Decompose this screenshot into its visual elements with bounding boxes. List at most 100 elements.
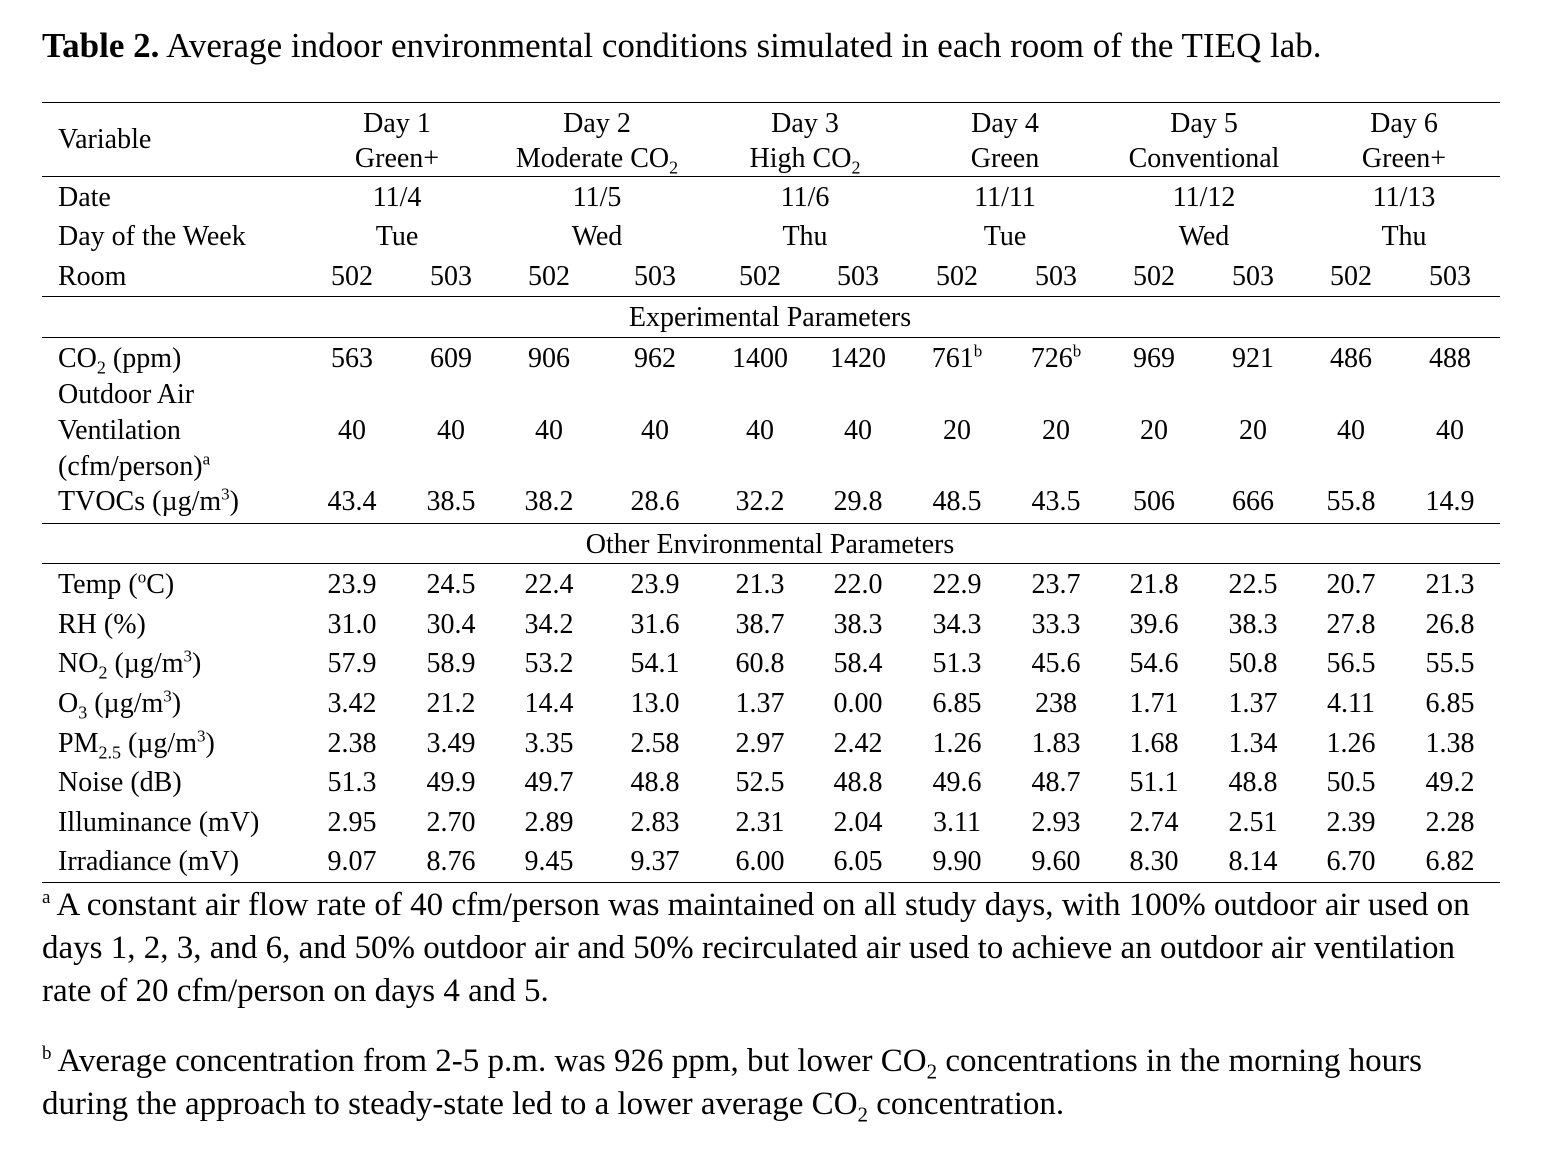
- table-cell: 20: [1239, 415, 1267, 446]
- section-other: Other Environmental Parameters: [585, 529, 955, 560]
- table-cell: 14.9: [1425, 486, 1475, 517]
- header-day3: Day 3: [771, 108, 839, 139]
- rule-tvoc: [42, 523, 1500, 524]
- footnote-b: b Average concentration from 2-5 p.m. was…: [42, 1043, 1422, 1127]
- room-cell: 502: [739, 261, 781, 292]
- table-cell: 8.14: [1228, 846, 1278, 877]
- table-cell: 9.45: [524, 846, 574, 877]
- table-cell: 2.31: [735, 807, 785, 838]
- table-cell: 2.28: [1425, 807, 1475, 838]
- table-cell: 55.5: [1425, 648, 1475, 679]
- section-experimental: Experimental Parameters: [628, 302, 912, 333]
- table-cell: 40: [338, 415, 366, 446]
- table-cell: 38.3: [833, 609, 883, 640]
- table-cell: 27.8: [1326, 609, 1376, 640]
- table-cell: 40: [641, 415, 669, 446]
- table-cell: 22.4: [524, 569, 574, 600]
- caption-label: Table 2.: [42, 26, 160, 65]
- table-cell: 6.85: [932, 688, 982, 719]
- room-cell: 503: [430, 261, 472, 292]
- room-cell: 503: [1035, 261, 1077, 292]
- table-cell: 20: [1140, 415, 1168, 446]
- header-day4-cond: Green: [970, 143, 1040, 174]
- table-cell: 6.70: [1326, 846, 1376, 877]
- table-cell: 21.3: [1425, 569, 1475, 600]
- table-cell: 726b: [1030, 341, 1082, 374]
- table-cell: 1.26: [1326, 728, 1376, 759]
- table-cell: 22.9: [932, 569, 982, 600]
- table-cell: 54.1: [630, 648, 680, 679]
- table-cell: 57.9: [327, 648, 377, 679]
- table-cell: 3.49: [426, 728, 476, 759]
- table-cell: 8.30: [1129, 846, 1179, 877]
- date-day2: 11/5: [572, 182, 622, 213]
- table-cell: 56.5: [1326, 648, 1376, 679]
- table-cell: 23.9: [630, 569, 680, 600]
- table-cell: 45.6: [1031, 648, 1081, 679]
- dow-day5: Wed: [1178, 221, 1230, 252]
- table-cell: 486: [1330, 343, 1372, 374]
- table-cell: 2.89: [524, 807, 574, 838]
- table-cell: 34.2: [524, 609, 574, 640]
- rule-room: [42, 296, 1500, 297]
- table-cell: 51.1: [1129, 767, 1179, 798]
- table-cell: 48.7: [1031, 767, 1081, 798]
- header-day4: Day 4: [971, 108, 1039, 139]
- dow-day2: Wed: [571, 221, 623, 252]
- table-cell: 1.37: [1228, 688, 1278, 719]
- table-cell: 23.9: [327, 569, 377, 600]
- table-cell: 3.42: [327, 688, 377, 719]
- table-cell: 2.93: [1031, 807, 1081, 838]
- header-day5: Day 5: [1170, 108, 1238, 139]
- table-cell: 9.07: [327, 846, 377, 877]
- room-cell: 503: [1429, 261, 1471, 292]
- room-cell: 502: [1330, 261, 1372, 292]
- table-cell: 40: [844, 415, 872, 446]
- date-day6: 11/13: [1372, 182, 1436, 213]
- table-cell: 23.7: [1031, 569, 1081, 600]
- table-cell: 6.00: [735, 846, 785, 877]
- table-cell: 38.7: [735, 609, 785, 640]
- table-cell: 33.3: [1031, 609, 1081, 640]
- table-cell: 40: [1337, 415, 1365, 446]
- header-day6: Day 6: [1370, 108, 1438, 139]
- table-cell: 2.04: [833, 807, 883, 838]
- table-cell: 31.6: [630, 609, 680, 640]
- table-cell: 40: [535, 415, 563, 446]
- row-room-label: Room: [58, 261, 127, 292]
- row-label: PM2.5 (µg/m3): [58, 726, 215, 763]
- table-cell: 2.83: [630, 807, 680, 838]
- room-cell: 503: [837, 261, 879, 292]
- table-cell: 6.85: [1425, 688, 1475, 719]
- table-cell: 48.8: [630, 767, 680, 798]
- row-label: NO2 (µg/m3): [58, 646, 202, 683]
- table-cell: 2.74: [1129, 807, 1179, 838]
- room-cell: 503: [1232, 261, 1274, 292]
- table-cell: 39.6: [1129, 609, 1179, 640]
- table-cell: 48.8: [1228, 767, 1278, 798]
- header-day2-cond: Moderate CO2: [515, 143, 679, 178]
- table-cell: 24.5: [426, 569, 476, 600]
- table-cell: 20: [1042, 415, 1070, 446]
- header-day1-cond: Green+: [354, 143, 440, 174]
- table-cell: 1.38: [1425, 728, 1475, 759]
- table-cell: 962: [634, 343, 676, 374]
- table-cell: 52.5: [735, 767, 785, 798]
- table-cell: 2.58: [630, 728, 680, 759]
- table-cell: 32.2: [735, 486, 785, 517]
- table-cell: 2.95: [327, 807, 377, 838]
- table-cell: 26.8: [1425, 609, 1475, 640]
- room-cell: 503: [634, 261, 676, 292]
- table-cell: 21.3: [735, 569, 785, 600]
- header-day6-cond: Green+: [1361, 143, 1447, 174]
- table-cell: 1400: [732, 343, 788, 374]
- table-cell: 1.26: [932, 728, 982, 759]
- table-cell: 0.00: [833, 688, 883, 719]
- header-day2: Day 2: [563, 108, 631, 139]
- table-cell: 3.35: [524, 728, 574, 759]
- table-cell: 1.68: [1129, 728, 1179, 759]
- room-cell: 502: [331, 261, 373, 292]
- table-cell: 969: [1133, 343, 1175, 374]
- table-cell: 38.2: [524, 486, 574, 517]
